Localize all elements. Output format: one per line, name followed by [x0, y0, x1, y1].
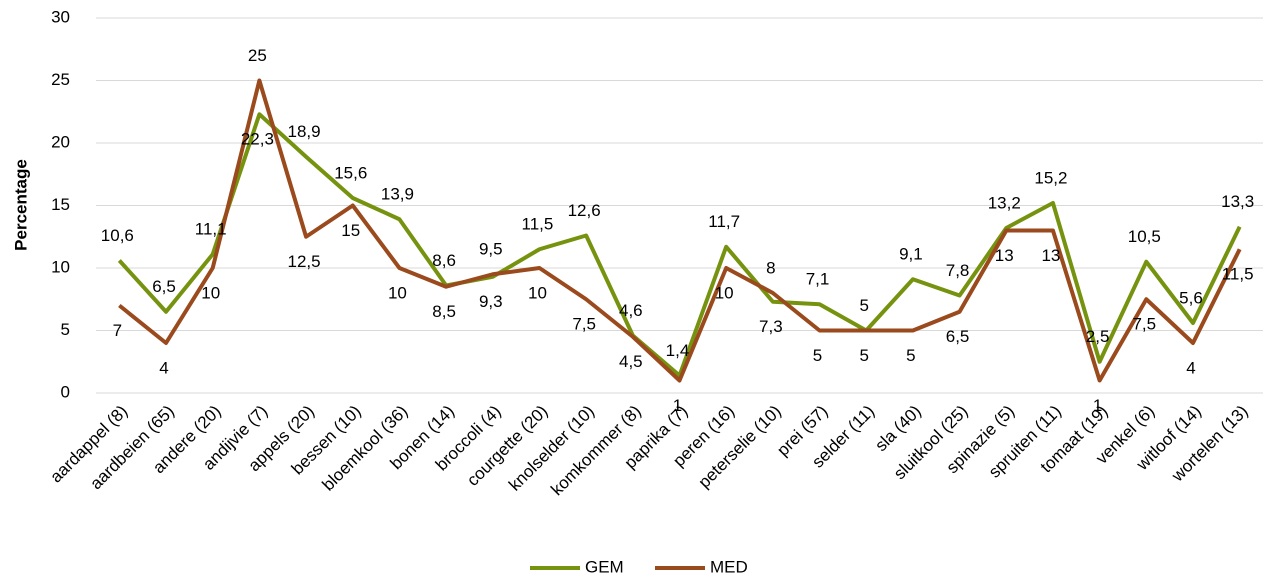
data-label: 13 — [1041, 246, 1060, 265]
data-label: 12,5 — [288, 252, 321, 271]
data-label: 10,6 — [101, 226, 134, 245]
y-tick-label: 25 — [51, 70, 70, 89]
data-label: 4,6 — [619, 301, 643, 320]
series-line — [117, 112, 1242, 378]
data-label: 8,6 — [432, 251, 456, 270]
data-label: 11,5 — [522, 215, 554, 234]
data-label: 7,1 — [806, 270, 830, 289]
data-label: 10 — [715, 283, 734, 302]
data-label: 13,3 — [1221, 192, 1254, 211]
y-tick-label: 5 — [61, 320, 70, 339]
data-label: 13,9 — [381, 185, 414, 204]
data-label: 2,5 — [1086, 327, 1110, 346]
data-label: 25 — [248, 46, 267, 65]
data-label: 8,5 — [432, 302, 456, 321]
data-label: 7,5 — [572, 315, 596, 334]
data-label: 9,1 — [899, 245, 923, 264]
data-label: 5 — [813, 346, 822, 365]
data-label: 10 — [201, 283, 220, 302]
data-label: 10 — [528, 283, 547, 302]
data-label: 5 — [859, 296, 868, 315]
data-label: 15 — [341, 221, 360, 240]
data-label: 12,6 — [568, 201, 601, 220]
data-label: 7,8 — [946, 261, 970, 280]
legend-label: GEM — [585, 557, 624, 576]
x-tick-label: courgette (20) — [463, 402, 551, 490]
data-label: 7,5 — [1132, 315, 1156, 334]
data-label: 18,9 — [288, 122, 321, 141]
series-line — [118, 78, 1242, 383]
data-label: 15,6 — [334, 163, 367, 182]
data-label: 5,6 — [1179, 288, 1203, 307]
data-label: 4,5 — [619, 352, 643, 371]
data-label: 5 — [906, 346, 915, 365]
y-tick-label: 0 — [61, 382, 70, 401]
data-label: 10,5 — [1128, 227, 1161, 246]
data-label: 5 — [859, 346, 868, 365]
y-tick-label: 20 — [51, 132, 70, 151]
data-label: 9,5 — [479, 240, 503, 259]
legend-label: MED — [710, 557, 748, 576]
data-label: 1 — [673, 396, 682, 415]
data-label: 11,1 — [195, 220, 227, 239]
data-label: 13,2 — [988, 193, 1021, 212]
data-label: 10 — [388, 283, 407, 302]
data-label: 11,5 — [1222, 265, 1254, 284]
data-label: 11,7 — [708, 212, 740, 231]
data-label: 6,5 — [946, 327, 970, 346]
data-label: 4 — [159, 358, 168, 377]
data-label: 13 — [995, 246, 1014, 265]
data-label: 8 — [766, 258, 775, 277]
data-label: 1 — [1093, 396, 1102, 415]
y-tick-label: 30 — [51, 7, 70, 26]
data-label: 15,2 — [1034, 168, 1067, 187]
data-label: 1,4 — [666, 341, 690, 360]
data-label: 7,3 — [759, 317, 783, 336]
data-label: 4 — [1186, 358, 1195, 377]
y-tick-label: 15 — [51, 195, 70, 214]
y-tick-label: 10 — [51, 257, 70, 276]
x-tick-label: peterselie (10) — [695, 402, 785, 492]
data-label: 7 — [113, 321, 122, 340]
data-label: 22,3 — [241, 130, 274, 149]
y-axis-label: Percentage — [11, 159, 30, 251]
data-label: 9,3 — [479, 292, 503, 311]
data-label: 6,5 — [152, 277, 176, 296]
